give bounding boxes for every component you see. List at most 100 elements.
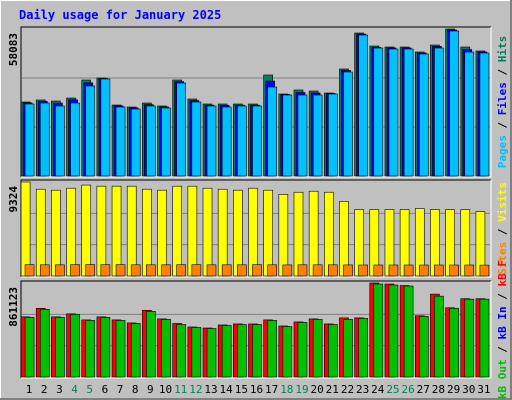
bar bbox=[176, 82, 186, 177]
bar bbox=[449, 307, 459, 378]
bar bbox=[24, 103, 35, 177]
x-tick-label: 5 bbox=[86, 383, 93, 396]
legend-separator: / bbox=[496, 339, 509, 359]
bar bbox=[202, 187, 213, 277]
bar bbox=[403, 264, 414, 277]
x-tick-label: 23 bbox=[356, 383, 369, 396]
bar bbox=[70, 264, 80, 277]
legend-entry: Pages bbox=[496, 135, 509, 168]
x-tick-label: 9 bbox=[147, 383, 154, 396]
bar bbox=[358, 318, 368, 378]
bar bbox=[464, 51, 475, 177]
bar bbox=[449, 30, 459, 177]
bar bbox=[191, 327, 202, 378]
bar bbox=[130, 264, 141, 277]
bar bbox=[55, 317, 65, 378]
bar bbox=[324, 191, 334, 277]
bar bbox=[96, 185, 107, 277]
bar bbox=[297, 322, 308, 378]
bar bbox=[191, 264, 202, 277]
bar bbox=[252, 264, 262, 277]
bar bbox=[176, 324, 186, 378]
bar bbox=[100, 78, 111, 177]
bar bbox=[449, 264, 459, 277]
bar bbox=[111, 185, 122, 277]
bar bbox=[55, 264, 65, 277]
chart-title: Daily usage for January 2025 bbox=[19, 8, 221, 22]
bar bbox=[479, 52, 490, 177]
bar bbox=[39, 102, 50, 177]
bar bbox=[297, 264, 308, 277]
bar bbox=[358, 34, 368, 177]
legend-entry: kB Out bbox=[496, 359, 509, 399]
x-tick-label: 8 bbox=[132, 383, 139, 396]
legend-separator: / bbox=[496, 62, 509, 82]
bar bbox=[479, 264, 490, 277]
bar bbox=[418, 316, 429, 378]
bar bbox=[130, 323, 141, 378]
bar bbox=[221, 325, 232, 378]
legend-separator: / bbox=[496, 222, 509, 242]
bar bbox=[464, 264, 475, 277]
bar bbox=[187, 185, 198, 277]
bar bbox=[100, 317, 111, 378]
x-tick-label: 11 bbox=[174, 383, 187, 396]
x-tick-label: 18 bbox=[280, 383, 293, 396]
x-tick-label: 20 bbox=[311, 383, 324, 396]
bar bbox=[373, 283, 384, 378]
bar bbox=[24, 317, 35, 378]
bar bbox=[434, 47, 444, 177]
bar bbox=[39, 264, 50, 277]
bar bbox=[85, 85, 96, 177]
x-tick-label: 6 bbox=[102, 383, 109, 396]
bar bbox=[233, 189, 243, 277]
bar bbox=[221, 106, 232, 177]
x-tick-label: 16 bbox=[250, 383, 263, 396]
bar bbox=[161, 264, 171, 277]
bar bbox=[161, 107, 171, 177]
bar bbox=[343, 71, 353, 177]
bar bbox=[115, 264, 126, 277]
x-tick-label: 29 bbox=[447, 383, 460, 396]
bar bbox=[248, 187, 258, 277]
legend: Sites / Visits bbox=[496, 182, 509, 275]
plot-bevel-light bbox=[21, 281, 492, 379]
bar bbox=[267, 264, 277, 277]
bar bbox=[70, 102, 80, 177]
bar bbox=[373, 264, 384, 277]
bar bbox=[217, 188, 228, 277]
bar bbox=[142, 188, 152, 277]
bar bbox=[388, 264, 399, 277]
x-tick-label: 17 bbox=[265, 383, 278, 396]
bar bbox=[252, 324, 262, 378]
bar bbox=[418, 264, 429, 277]
bar bbox=[126, 185, 137, 277]
bar bbox=[85, 264, 96, 277]
x-tick-label: 19 bbox=[295, 383, 308, 396]
bar bbox=[388, 284, 399, 378]
x-tick-label: 13 bbox=[204, 383, 217, 396]
bar bbox=[161, 319, 171, 378]
x-tick-label: 15 bbox=[235, 383, 248, 396]
bar bbox=[146, 264, 156, 277]
bar bbox=[51, 189, 61, 277]
bar bbox=[81, 184, 92, 277]
x-tick-label: 27 bbox=[417, 383, 430, 396]
bar bbox=[221, 264, 232, 277]
bar bbox=[263, 189, 273, 277]
bar bbox=[24, 264, 35, 277]
bar bbox=[66, 187, 76, 277]
bar bbox=[237, 105, 247, 177]
bar bbox=[267, 320, 277, 378]
bar bbox=[39, 308, 50, 378]
bar bbox=[85, 320, 96, 378]
bar bbox=[373, 47, 384, 177]
bar bbox=[343, 319, 353, 378]
bar bbox=[20, 181, 31, 277]
legend-entry: kB In bbox=[496, 306, 509, 339]
bar bbox=[312, 319, 323, 378]
x-tick-label: 1 bbox=[26, 383, 33, 396]
y-tick-label: 9324 bbox=[7, 186, 20, 213]
x-tick-label: 22 bbox=[341, 383, 354, 396]
bar bbox=[130, 108, 141, 177]
